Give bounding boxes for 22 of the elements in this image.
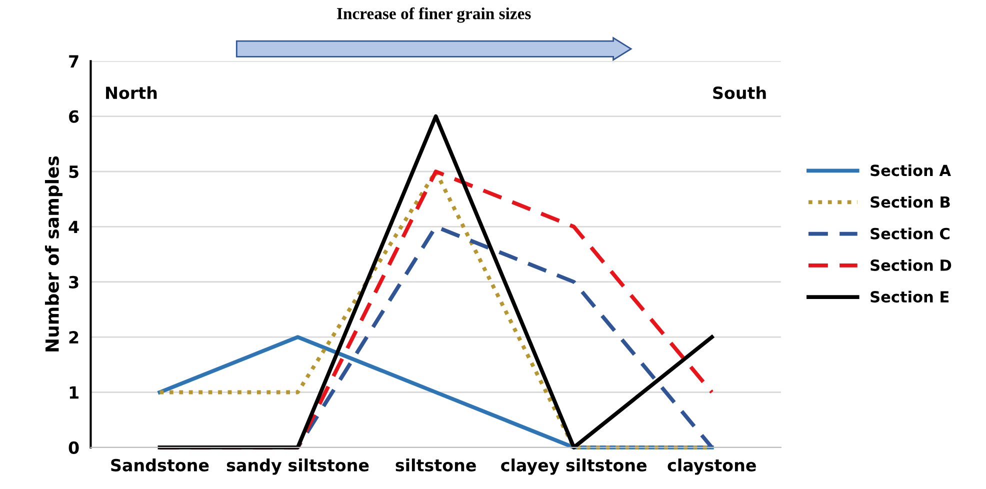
legend-label: Section B (870, 196, 950, 208)
chart-title: Increase of finer grain sizes (337, 7, 531, 23)
legend-label: Section C (870, 228, 950, 240)
y-tick-label: 1 (70, 386, 78, 399)
x-tick-label: Sandstone (111, 458, 209, 472)
y-tick-label: 3 (69, 276, 78, 288)
x-tick-label: sandy siltstone (226, 458, 369, 475)
y-tick-label: 5 (69, 166, 78, 178)
legend-label: Section A (870, 164, 951, 176)
x-tick-label: claystone (668, 458, 756, 475)
x-tick-label: siltstone (396, 458, 476, 472)
y-tick-label: 2 (69, 331, 78, 344)
y-tick-label: 6 (69, 110, 79, 123)
y-axis-title: Number of samples (44, 156, 62, 352)
y-tick-label: 4 (68, 220, 79, 234)
annotation: South (713, 86, 766, 100)
y-tick-label: 0 (68, 441, 79, 454)
y-tick-label: 7 (69, 55, 78, 68)
legend-label: Section D (870, 259, 952, 271)
annotation: North (106, 86, 157, 100)
legend-label: Section E (870, 290, 949, 303)
x-tick-label: clayey siltstone (501, 458, 647, 475)
